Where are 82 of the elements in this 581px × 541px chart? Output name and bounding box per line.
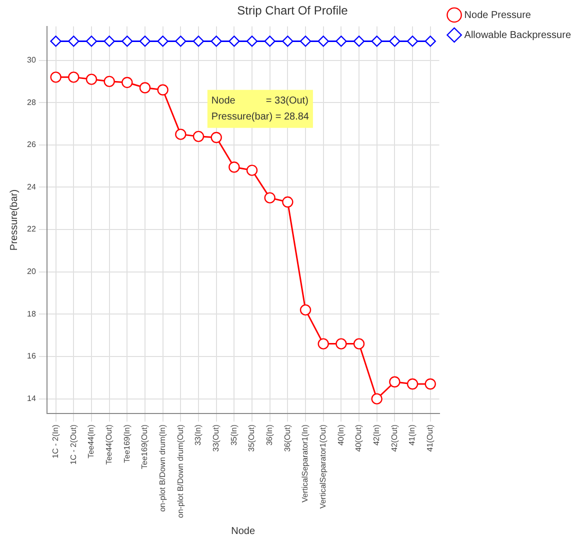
point (246, 164, 258, 176)
y-tick-label: 24 (26, 182, 36, 192)
x-tick-label: Tee44(In) (86, 424, 96, 458)
point (389, 36, 400, 47)
point (336, 338, 347, 350)
point (175, 36, 186, 47)
point (122, 36, 133, 47)
x-tick-label: 35(Out) (247, 424, 256, 452)
point (104, 76, 115, 88)
point (157, 36, 168, 47)
point (318, 338, 329, 350)
x-tick-label: on-plot B/Down drum(Out) (176, 424, 185, 518)
x-tick-label: Tee169(Out) (140, 424, 150, 470)
x-tick-label: VerticalSeparator1(In) (300, 424, 310, 502)
point (68, 36, 80, 47)
point (210, 132, 222, 144)
point (122, 76, 133, 88)
point (50, 72, 62, 83)
point (264, 192, 276, 204)
x-tick-label: 40(In) (336, 424, 346, 446)
x-tick-label: 1C - 2(In) (51, 424, 60, 458)
point (353, 338, 365, 350)
x-tick-label: 42(In) (372, 424, 382, 446)
point (157, 84, 168, 96)
point (192, 130, 204, 142)
point (104, 36, 115, 47)
point (68, 72, 80, 83)
x-tick-label: Tee169(In) (122, 424, 132, 463)
point (282, 36, 294, 47)
point (389, 376, 400, 388)
y-axis-title: Pressure(bar) (8, 189, 20, 251)
point (86, 36, 98, 47)
x-tick-label: VerticalSeparator1(Out) (318, 424, 328, 509)
point (139, 36, 151, 47)
point (406, 36, 418, 47)
x-tick-label: 35(In) (229, 424, 238, 446)
y-tick-label: 30 (26, 55, 36, 64)
y-tick-label: 28 (26, 98, 36, 107)
point (228, 162, 240, 173)
y-tick-label: 26 (26, 140, 36, 150)
x-tick-label: 36(In) (265, 424, 274, 446)
point (192, 36, 204, 47)
point (300, 36, 312, 47)
x-axis-title: Node (231, 526, 256, 537)
point (50, 36, 62, 47)
x-tick-label: 33(Out) (212, 424, 221, 452)
x-tick-label: 36(Out) (282, 424, 292, 452)
point (139, 82, 151, 94)
point (353, 36, 365, 47)
point (210, 36, 222, 47)
y-tick-label: 20 (26, 267, 36, 276)
x-tick-label: 1C - 2(Out) (68, 424, 78, 465)
y-tick-label: 18 (26, 309, 36, 318)
x-tick-label: Tee44(Out) (104, 424, 114, 465)
y-tick-label: 22 (26, 224, 36, 234)
point (371, 36, 382, 47)
point (228, 36, 240, 47)
point (318, 36, 329, 47)
annotation: Node = 33(Out) (211, 96, 308, 107)
x-tick-label: on-plot B/Down drum(In) (158, 424, 168, 512)
y-tick-label: 14 (26, 394, 36, 404)
legend-label: Allowable Backpressure (464, 30, 572, 41)
x-tick-label: 42(Out) (390, 424, 399, 452)
x-tick-label: 41(In) (408, 424, 417, 446)
point (264, 36, 276, 47)
point (336, 36, 347, 47)
annotation: Pressure(bar) = 28.84 (211, 112, 310, 123)
point (246, 36, 258, 47)
point (371, 393, 382, 404)
legend-label: Node Pressure (464, 10, 532, 21)
point (424, 378, 436, 390)
point (282, 196, 294, 208)
x-tick-label: 33(In) (194, 424, 203, 446)
point (424, 36, 436, 47)
point (406, 378, 418, 390)
y-tick-label: 16 (26, 352, 36, 361)
point (175, 128, 186, 140)
point (86, 74, 98, 85)
x-tick-label: 41(Out) (426, 424, 435, 452)
chart-title: Strip Chart Of Profile (237, 4, 348, 18)
x-tick-label: 40(Out) (354, 424, 364, 452)
point (300, 304, 312, 316)
